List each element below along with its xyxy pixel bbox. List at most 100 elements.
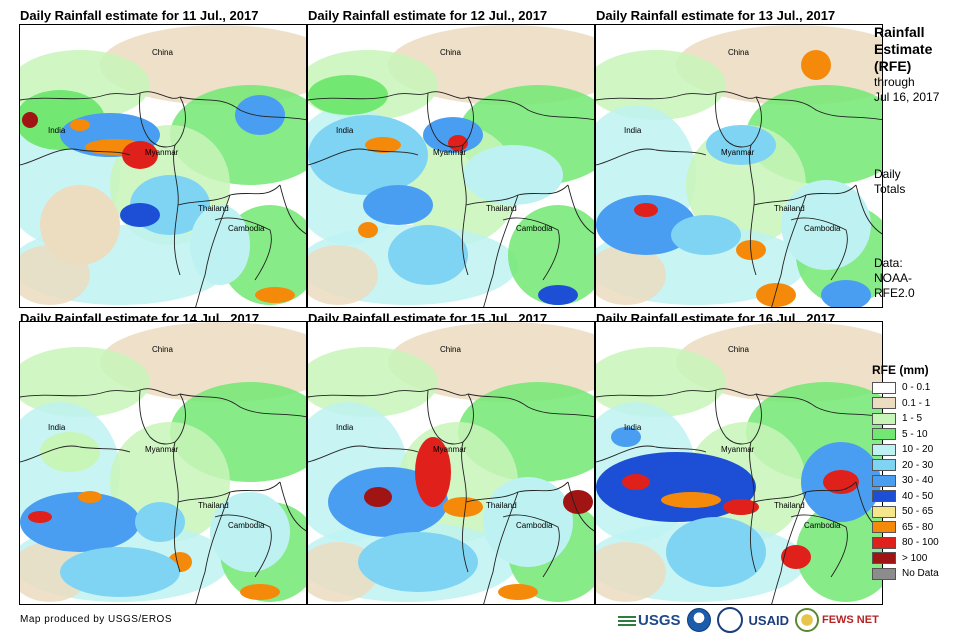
legend-item: 40 - 50 <box>872 489 939 505</box>
source-line1: NOAA- <box>874 271 913 285</box>
country-border <box>596 148 707 166</box>
rainfall-cell <box>498 584 538 600</box>
country-label-myanmar: Myanmar <box>145 148 179 157</box>
rainfall-cell <box>443 497 483 517</box>
rainfall-cell <box>358 532 478 592</box>
country-label-thailand: Thailand <box>198 501 229 510</box>
rainfall-map: China India Myanmar Thailand Cambodia <box>308 25 594 307</box>
rainfall-cell <box>22 112 38 128</box>
legend-item: 50 - 65 <box>872 504 939 520</box>
country-label-china: China <box>152 48 173 57</box>
legend-item: 65 - 80 <box>872 520 939 536</box>
map-panel-4: China India Myanmar Thailand Cambodia <box>19 321 307 605</box>
country-label-myanmar: Myanmar <box>145 445 179 454</box>
country-label-myanmar: Myanmar <box>433 445 467 454</box>
country-border <box>214 217 272 281</box>
through-date: Jul 16, 2017 <box>874 90 940 104</box>
legend-item: 0 - 0.1 <box>872 380 939 396</box>
rainfall-cell <box>756 283 796 307</box>
legend-swatch <box>872 459 896 472</box>
legend-item: 80 - 100 <box>872 535 939 551</box>
country-border <box>596 445 707 463</box>
country-border <box>483 491 519 604</box>
country-border <box>279 481 306 532</box>
rfe-title-line1: Rainfall <box>874 24 925 40</box>
rainfall-cell <box>358 222 378 238</box>
legend-swatch <box>872 381 896 394</box>
country-border <box>308 91 469 101</box>
rainfall-cell <box>255 287 295 303</box>
rainfall-area <box>676 25 882 105</box>
map-panel-3: China India Myanmar Thailand Cambodia <box>595 24 883 308</box>
country-border <box>567 481 594 532</box>
map-panel-5: China India Myanmar Thailand Cambodia <box>307 321 595 605</box>
legend-item: 0.1 - 1 <box>872 396 939 412</box>
rainfall-cell <box>388 225 468 285</box>
rainfall-cell <box>364 487 392 507</box>
country-border <box>596 388 757 398</box>
rainfall-area <box>596 542 666 602</box>
country-label-china: China <box>728 345 749 354</box>
rainfall-area <box>596 347 726 417</box>
legend-label: 20 - 30 <box>902 459 934 471</box>
rainfall-area <box>388 322 594 402</box>
usgs-logo-text: USGS <box>638 611 681 629</box>
legend-label: 5 - 10 <box>902 428 928 440</box>
country-border <box>20 445 131 463</box>
legend-item: 1 - 5 <box>872 411 939 427</box>
rainfall-area <box>596 50 726 120</box>
country-border <box>279 184 306 235</box>
fews-net-logo: FEWS NET <box>794 608 879 632</box>
country-label-cambodia: Cambodia <box>804 224 841 233</box>
rainfall-area <box>676 322 882 402</box>
country-label-india: India <box>48 126 66 135</box>
rainfall-cell <box>235 95 285 135</box>
country-label-thailand: Thailand <box>774 204 805 213</box>
through-label: through <box>874 75 915 89</box>
usgs-logo: USGS <box>618 612 681 629</box>
country-border <box>790 217 848 281</box>
country-label-thailand: Thailand <box>486 204 517 213</box>
rainfall-map: China India Myanmar Thailand Cambodia <box>308 322 594 604</box>
country-label-india: India <box>336 423 354 432</box>
rainfall-cell <box>483 477 573 567</box>
rainfall-area <box>796 502 882 602</box>
rainfall-cell <box>634 203 658 217</box>
rainfall-cell <box>723 499 759 515</box>
legend-swatch <box>872 536 896 549</box>
country-border <box>567 184 594 235</box>
rainfall-cell <box>671 215 741 255</box>
rainfall-cell <box>78 491 102 503</box>
legend-item: 10 - 20 <box>872 442 939 458</box>
country-border <box>173 96 186 276</box>
country-label-india: India <box>48 423 66 432</box>
data-source: Data: NOAA- RFE2.0 <box>874 256 915 301</box>
rfe-header: Rainfall Estimate (RFE) through Jul 16, … <box>874 24 939 105</box>
panel-title-1: Daily Rainfall estimate for 11 Jul., 201… <box>20 8 259 23</box>
legend-label: 1 - 5 <box>902 413 923 425</box>
country-border <box>467 393 594 418</box>
country-border <box>715 389 752 445</box>
legend-label: 65 - 80 <box>902 521 934 533</box>
rainfall-cell <box>821 280 871 307</box>
legend-item: 30 - 40 <box>872 473 939 489</box>
totals-label: Totals <box>874 182 906 196</box>
legend-item: 5 - 10 <box>872 427 939 443</box>
country-label-china: China <box>152 345 173 354</box>
daily-totals: Daily Totals <box>874 167 905 197</box>
rfe-title-line3: (RFE) <box>874 58 912 74</box>
rainfall-cell <box>706 125 776 165</box>
noaa-logo-icon <box>686 608 711 632</box>
rainfall-map: China India Myanmar Thailand Cambodia <box>20 322 306 604</box>
rainfall-area <box>100 322 306 402</box>
country-label-china: China <box>440 345 461 354</box>
legend-item: > 100 <box>872 551 939 567</box>
country-label-cambodia: Cambodia <box>804 521 841 530</box>
legend-swatch <box>872 567 896 580</box>
legend-swatch <box>872 474 896 487</box>
country-border <box>427 92 464 148</box>
legend-label: 0 - 0.1 <box>902 382 931 394</box>
country-border <box>195 194 231 307</box>
daily-label: Daily <box>874 167 901 181</box>
country-border <box>179 393 306 418</box>
